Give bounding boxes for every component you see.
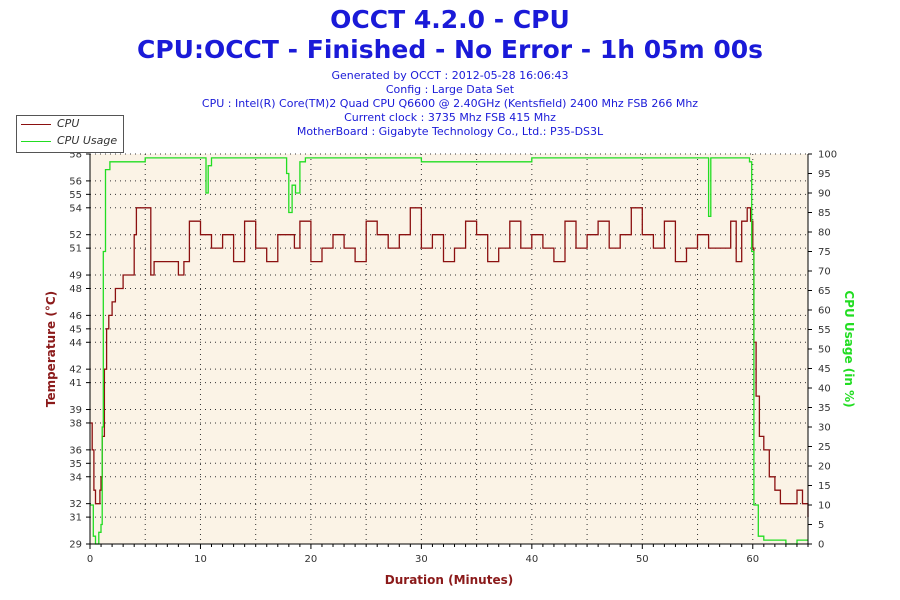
y2-tick-label: 50 xyxy=(818,345,831,356)
info-cpu: CPU : Intel(R) Core(TM)2 Quad CPU Q6600 … xyxy=(201,97,699,110)
chart-title: OCCT 4.2.0 - CPU xyxy=(330,5,570,34)
y2-tick-label: 100 xyxy=(818,150,837,161)
x-axis-title: Duration (Minutes) xyxy=(385,573,513,587)
y-tick-label: 55 xyxy=(69,190,82,201)
y-tick-label: 32 xyxy=(69,499,82,510)
x-tick-label: 10 xyxy=(194,554,207,565)
y2-tick-label: 95 xyxy=(818,169,831,180)
y-tick-label: 38 xyxy=(69,418,82,429)
x-tick-label: 20 xyxy=(305,554,318,565)
y2-tick-label: 20 xyxy=(818,462,831,473)
y2-tick-label: 85 xyxy=(818,208,831,219)
legend-item-cpu: CPU xyxy=(21,117,79,131)
y-tick-label: 45 xyxy=(69,324,82,335)
y-tick-label: 56 xyxy=(69,176,82,187)
legend-swatch-usage xyxy=(21,140,51,142)
y-tick-label: 41 xyxy=(69,378,82,389)
y2-tick-label: 65 xyxy=(818,286,831,297)
info-motherboard: MotherBoard : Gigabyte Technology Co., L… xyxy=(296,125,604,138)
y-tick-label: 36 xyxy=(69,445,82,456)
legend-item-usage: CPU Usage xyxy=(21,134,117,148)
y-tick-label: 29 xyxy=(69,540,82,551)
y2-tick-label: 70 xyxy=(818,267,831,278)
y-axis-title: Temperature (°C) xyxy=(44,291,58,407)
y-tick-label: 48 xyxy=(69,284,82,295)
y-tick-label: 58 xyxy=(69,150,82,161)
chart-legend: CPU CPU Usage xyxy=(16,115,124,153)
y2-tick-label: 0 xyxy=(818,540,824,551)
y2-axis-title: CPU Usage (in %) xyxy=(842,290,856,407)
info-config: Config : Large Data Set xyxy=(385,83,515,96)
series-line-cpu-usage xyxy=(90,157,808,545)
y-tick-label: 34 xyxy=(69,472,82,483)
y-tick-label: 44 xyxy=(69,338,82,349)
y2-tick-label: 30 xyxy=(818,423,831,434)
chart-subtitle: CPU:OCCT - Finished - No Error - 1h 05m … xyxy=(136,35,763,64)
y-tick-label: 39 xyxy=(69,405,82,416)
y-tick-label: 54 xyxy=(69,203,82,214)
y-tick-label: 35 xyxy=(69,459,82,470)
y-tick-label: 31 xyxy=(69,513,82,524)
y2-tick-label: 90 xyxy=(818,189,831,200)
y2-tick-label: 45 xyxy=(818,364,831,375)
legend-label-cpu: CPU xyxy=(57,117,80,130)
y2-tick-label: 35 xyxy=(818,403,831,414)
info-clock: Current clock : 3735 Mhz FSB 415 Mhz xyxy=(344,111,556,124)
y2-tick-label: 80 xyxy=(818,228,831,239)
x-tick-label: 40 xyxy=(525,554,538,565)
info-generated: Generated by OCCT : 2012-05-28 16:06:43 xyxy=(331,69,569,82)
y-tick-label: 52 xyxy=(69,230,82,241)
y2-tick-label: 15 xyxy=(818,481,831,492)
x-tick-label: 0 xyxy=(87,554,93,565)
plot-area xyxy=(90,154,808,544)
y-tick-label: 49 xyxy=(69,271,82,282)
x-tick-label: 30 xyxy=(415,554,428,565)
y-tick-label: 51 xyxy=(69,244,82,255)
y2-tick-label: 60 xyxy=(818,306,831,317)
x-tick-label: 50 xyxy=(636,554,649,565)
legend-label-usage: CPU Usage xyxy=(57,134,118,147)
y-tick-label: 42 xyxy=(69,365,82,376)
y2-tick-label: 5 xyxy=(818,520,824,531)
y2-tick-label: 40 xyxy=(818,384,831,395)
y2-tick-label: 10 xyxy=(818,501,831,512)
y-tick-label: 46 xyxy=(69,311,82,322)
legend-swatch-cpu xyxy=(21,123,51,125)
y2-tick-label: 75 xyxy=(818,247,831,258)
series-line-cpu xyxy=(90,207,809,518)
y2-tick-label: 25 xyxy=(818,442,831,453)
y2-tick-label: 55 xyxy=(818,325,831,336)
x-tick-label: 60 xyxy=(746,554,759,565)
